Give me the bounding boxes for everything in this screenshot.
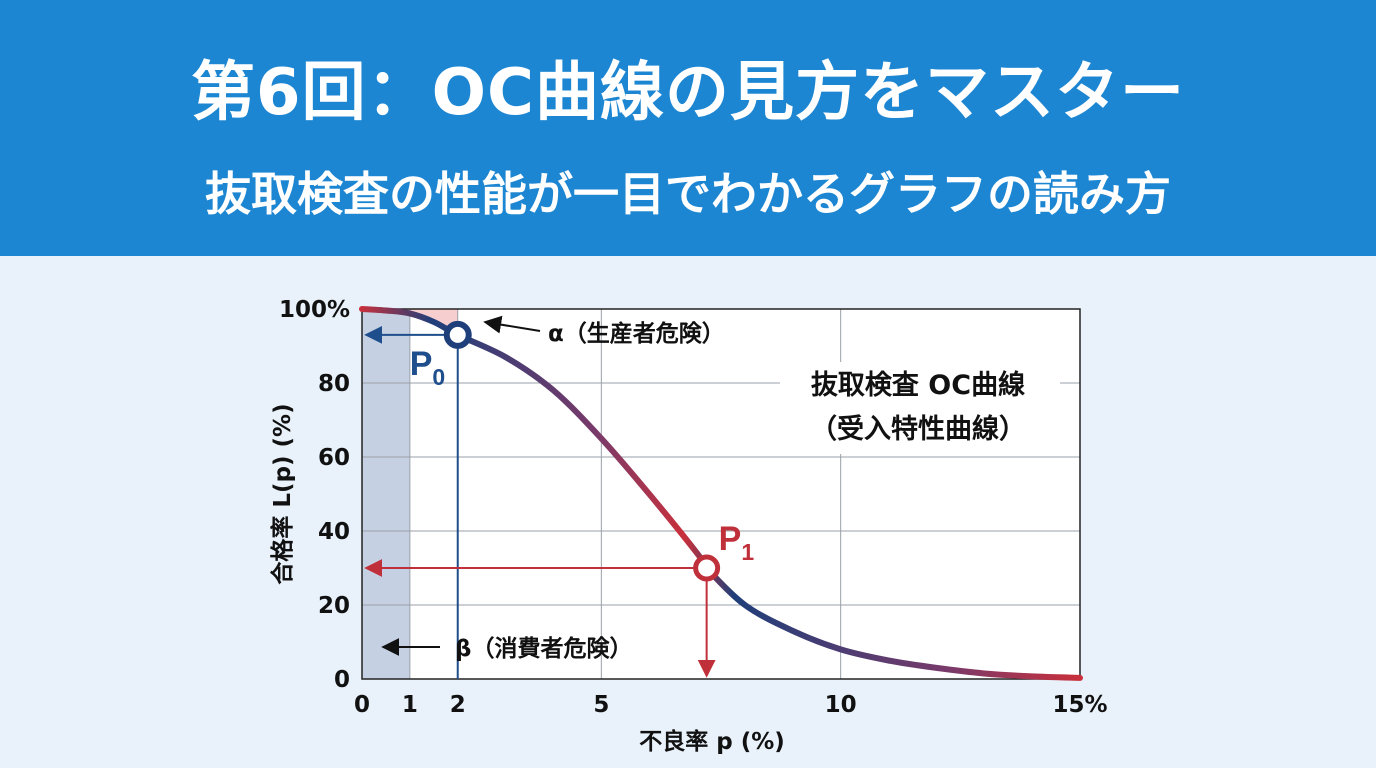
p1-point <box>693 554 721 582</box>
x-tick-label: 2 <box>450 692 466 718</box>
p0-letter: P <box>410 345 433 383</box>
p1-subscript: 1 <box>741 539 754 565</box>
page-title: 第6回：OC曲線の見方をマスター <box>191 56 1185 130</box>
page-subtitle: 抜取検査の性能が一目でわかるグラフの読み方 <box>205 167 1171 221</box>
y-tick-label: 0 <box>334 667 350 693</box>
x-axis-label: 不良率 p (%) <box>639 728 785 755</box>
curve-title-box <box>780 362 1060 454</box>
p0-label: P0 <box>410 345 445 390</box>
y-tick-label: 20 <box>318 593 350 619</box>
beta-annotation: β（消費者危険） <box>455 635 632 662</box>
alpha-arrow <box>483 315 541 334</box>
alpha-annotation: α（生産者危険） <box>548 320 725 347</box>
x-tick-label: 0 <box>354 692 370 718</box>
x-tick-label: 15% <box>1052 692 1107 718</box>
consumer-risk-region <box>362 309 410 679</box>
oc-curve-line <box>359 306 1083 681</box>
y-tick-label: 100% <box>279 297 350 323</box>
p1-letter: P <box>719 520 742 558</box>
curve-title-line2: （受入特性曲線） <box>810 413 1026 445</box>
header-banner: 第6回：OC曲線の見方をマスター 抜取検査の性能が一目でわかるグラフの読み方 <box>0 0 1376 256</box>
y-tick-label: 60 <box>318 445 350 471</box>
y-axis-label: 合格率 L(p) (%) <box>269 403 296 584</box>
producer-risk-region <box>362 309 458 335</box>
oc-curve-chart: P0 P1 α（生産者危険） β（消費者危険） 抜取検査 OC曲線 （受入特性曲… <box>269 297 1108 755</box>
x-tick-label: 1 <box>402 692 418 718</box>
plot-frame <box>361 308 1081 680</box>
p1-label: P1 <box>719 520 755 565</box>
p0-subscript: 0 <box>432 364 445 390</box>
y-tick-label: 40 <box>318 519 350 545</box>
curve-title-line1: 抜取検査 OC曲線 <box>811 369 1025 401</box>
y-tick-label: 80 <box>318 371 350 397</box>
x-tick-label: 10 <box>825 692 857 718</box>
x-tick-label: 5 <box>593 692 609 718</box>
p0-point <box>443 320 472 349</box>
